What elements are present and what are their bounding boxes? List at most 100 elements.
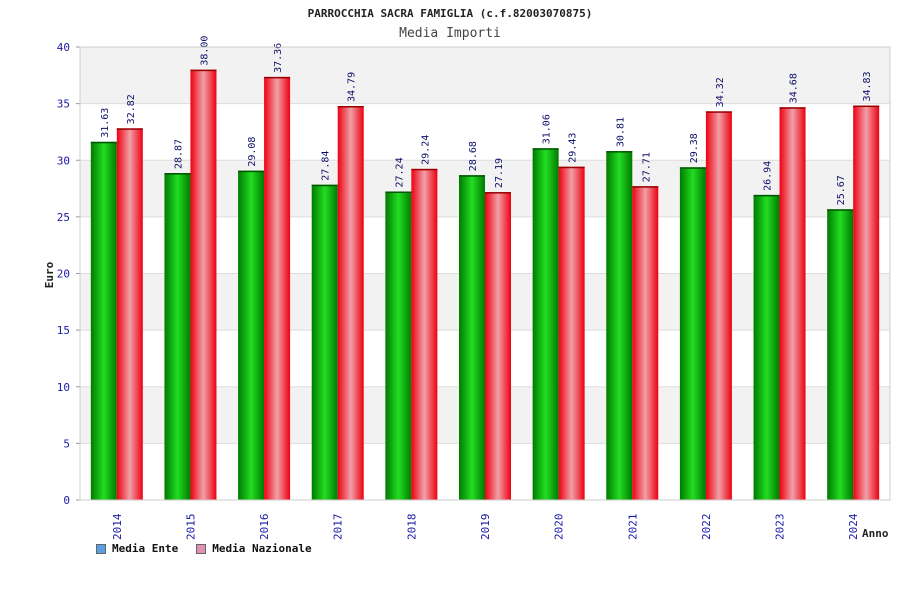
bar-media-nazionale-top-edge: [116, 128, 143, 130]
data-label: 30.81: [615, 117, 626, 147]
axes: 0 5 10 15 20 25 30 35 40 2014 2015 2016 2017 2018 2019…: [57, 41, 891, 541]
bar-media-nazionale-top-edge: [853, 105, 880, 108]
bar-media-nazionale-top-edge: [264, 76, 291, 79]
bar-media-nazionale: [705, 111, 732, 501]
data-label: 27.71: [641, 152, 652, 182]
legend-swatch-nazionale: [196, 543, 207, 554]
bar-media-ente-top-edge: [827, 209, 854, 211]
x-tick-label: 2018: [405, 514, 418, 541]
data-label: 27.24: [394, 157, 405, 187]
data-label: 31.63: [100, 108, 111, 138]
data-label: 28.68: [468, 141, 479, 171]
y-tick-label: 5: [63, 437, 70, 450]
data-label: 27.84: [321, 151, 332, 181]
bar-media-nazionale-top-edge: [337, 106, 364, 108]
bar-media-nazionale-top-edge: [705, 111, 732, 113]
bar-media-ente: [385, 191, 412, 500]
bar-media-nazionale: [485, 192, 511, 501]
y-tick-label: 10: [57, 381, 70, 394]
bar-media-ente: [679, 167, 706, 501]
bar-media-ente: [311, 184, 338, 500]
y-tick-label: 25: [57, 211, 70, 224]
bar-media-ente: [164, 173, 191, 501]
bar-media-nazionale-top-edge: [779, 107, 806, 109]
x-tick-label: 2023: [774, 514, 787, 541]
bar-media-nazionale-top-edge: [485, 192, 511, 194]
data-label: 29.38: [689, 133, 700, 163]
data-label: 29.43: [568, 133, 579, 163]
bar-media-nazionale: [779, 107, 806, 501]
x-tick-label: 2019: [479, 514, 492, 541]
chart-subtitle: Media Importi: [399, 26, 501, 41]
legend-label-nazionale: Media Nazionale: [212, 542, 312, 555]
y-tick-label: 20: [57, 268, 70, 281]
data-label: 27.19: [494, 158, 505, 188]
bar-media-ente-top-edge: [311, 184, 338, 187]
bar-media-ente-top-edge: [679, 167, 706, 169]
bar-media-ente-top-edge: [532, 148, 559, 150]
bar-media-nazionale: [264, 76, 291, 500]
bar-media-nazionale-top-edge: [558, 166, 585, 169]
x-tick-label: 2022: [700, 514, 713, 541]
bar-media-nazionale: [853, 105, 880, 501]
bar-media-ente: [238, 170, 265, 500]
data-label: 34.32: [715, 77, 726, 107]
x-axis-label: Anno: [862, 527, 889, 540]
legend: Media Ente Media Nazionale: [96, 542, 312, 555]
bar-media-ente: [459, 175, 485, 500]
data-label: 32.82: [126, 94, 137, 124]
x-tick-label: 2020: [553, 514, 566, 541]
data-label: 34.83: [862, 71, 873, 101]
data-label: 31.06: [542, 114, 553, 144]
bar-media-nazionale: [632, 186, 659, 500]
bar-media-ente-top-edge: [90, 141, 117, 144]
bar-media-nazionale-top-edge: [632, 186, 659, 188]
bar-media-ente-top-edge: [753, 194, 780, 197]
y-axis-label: Euro: [43, 261, 56, 288]
plot-frame: [79, 46, 891, 501]
y-tick-label: 15: [57, 324, 70, 337]
bar-media-nazionale: [116, 128, 143, 500]
y-tick-label: 30: [57, 154, 70, 167]
x-tick-label: 2014: [111, 513, 124, 540]
bar-media-nazionale: [337, 106, 364, 501]
bar-media-ente: [827, 209, 854, 501]
bar-media-ente-top-edge: [459, 175, 485, 177]
bar-media-ente-top-edge: [164, 173, 191, 175]
bar-media-ente-top-edge: [238, 170, 265, 173]
y-tick-label: 35: [57, 98, 70, 111]
legend-item-nazionale: Media Nazionale: [196, 542, 312, 555]
y-tick-label: 40: [57, 41, 70, 54]
bar-media-ente: [753, 194, 780, 501]
legend-item-ente: Media Ente: [96, 542, 178, 555]
bar-media-ente: [90, 141, 117, 500]
data-label: 37.36: [273, 43, 284, 73]
bar-media-nazionale-top-edge: [190, 69, 217, 72]
bar-media-nazionale-top-edge: [411, 168, 438, 171]
legend-label-ente: Media Ente: [112, 542, 179, 555]
bar-media-ente: [606, 151, 633, 500]
data-label: 25.67: [836, 175, 847, 205]
bar-media-ente: [532, 148, 559, 501]
data-label: 29.08: [247, 137, 258, 167]
x-tick-label: 2017: [332, 514, 345, 541]
data-label: 38.00: [199, 36, 210, 66]
bar-media-nazionale: [190, 69, 217, 501]
data-label: 26.94: [763, 161, 774, 191]
x-tick-label: 2021: [626, 514, 639, 541]
y-tick-label: 0: [63, 494, 70, 507]
bar-media-ente-top-edge: [385, 191, 412, 194]
legend-swatch-ente: [96, 543, 106, 554]
bars: 31.63 32.82 28.87 38.00 29.08 37.36 27.84 34.79…: [90, 36, 880, 501]
data-label: 34.79: [347, 72, 358, 102]
data-label: 34.68: [789, 73, 800, 103]
x-tick-label: 2015: [184, 514, 197, 541]
data-label: 29.24: [420, 135, 431, 165]
chart-title: PARROCCHIA SACRA FAMIGLIA (c.f.820030708…: [308, 7, 593, 20]
bar-media-nazionale: [411, 168, 438, 500]
bar-media-ente-top-edge: [606, 151, 633, 153]
data-label: 28.87: [173, 139, 184, 169]
x-tick-label: 2024: [847, 513, 860, 540]
bar-media-nazionale: [558, 166, 585, 500]
